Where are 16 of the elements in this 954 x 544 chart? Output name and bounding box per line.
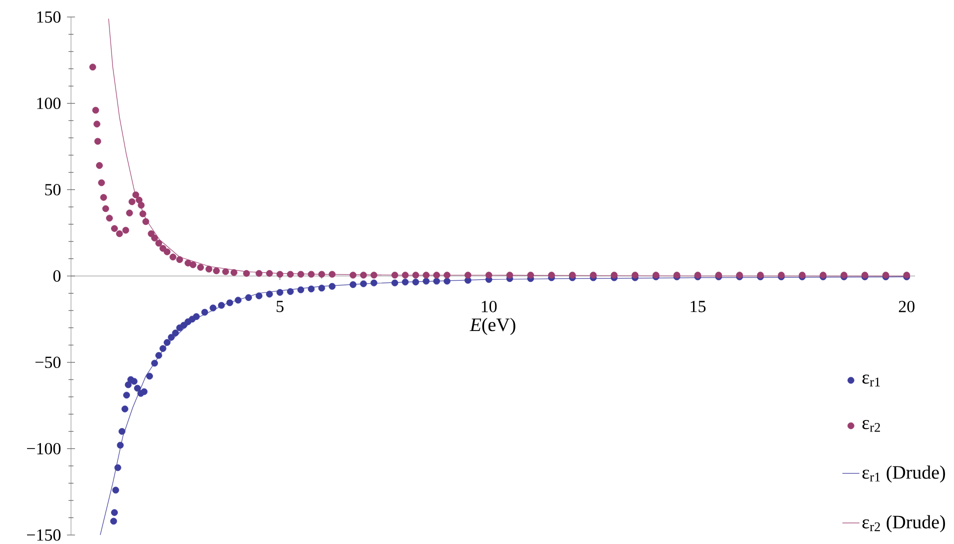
legend-label: ε$_{r1}$ xyxy=(862,374,880,386)
x-tick-label: 5 xyxy=(276,300,284,312)
y-tick-label: −50 xyxy=(36,356,61,368)
y-tick-label: −100 xyxy=(27,442,61,454)
y-tick-label: 0 xyxy=(53,270,61,282)
y-tick-label: 150 xyxy=(37,11,61,23)
legend-label: ε$_{r1}$ (Drude) xyxy=(862,465,945,483)
x-axis-title: E(eV) xyxy=(470,318,516,336)
x-tick-label: 15 xyxy=(690,300,706,312)
y-tick-label: 50 xyxy=(45,184,61,196)
y-tick-label: 100 xyxy=(37,98,61,110)
legend-label: ε$_{r2}$ xyxy=(862,420,880,432)
y-tick-label: −150 xyxy=(27,529,61,541)
x-tick-label: 10 xyxy=(482,300,497,312)
legend-label: ε$_{r2}$ (Drude) xyxy=(862,515,945,532)
x-tick-label: 20 xyxy=(898,300,914,312)
